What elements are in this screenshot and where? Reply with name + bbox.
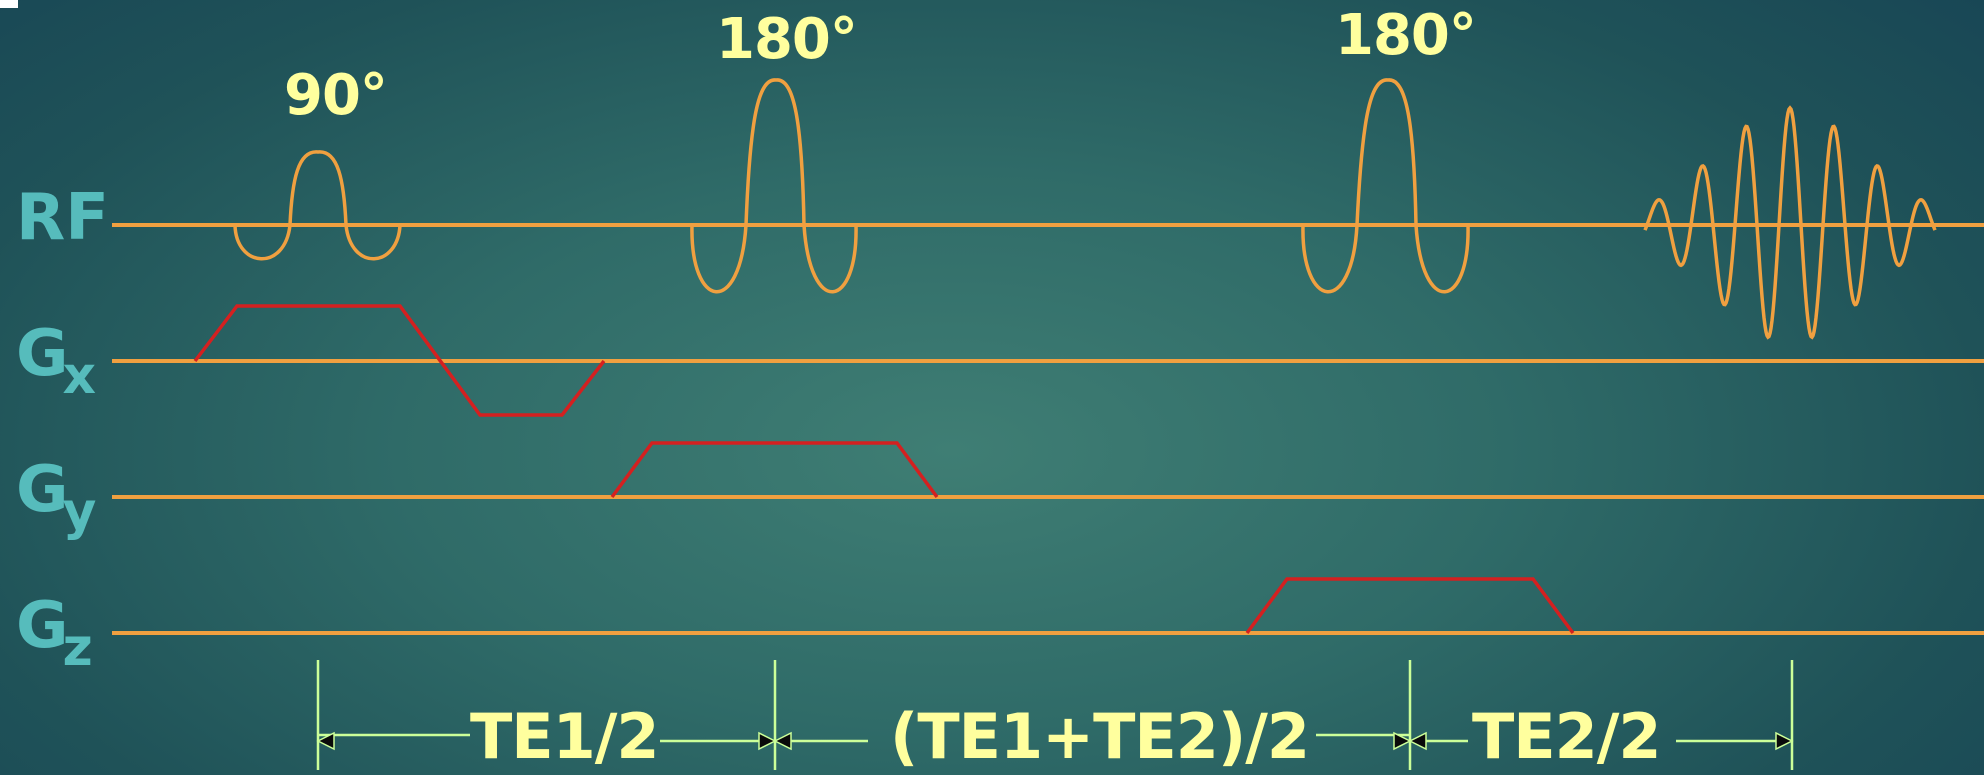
arrowhead-3 xyxy=(773,731,792,751)
arrowhead-4 xyxy=(1393,731,1412,751)
te-mid-label: (TE1+TE2)/2 xyxy=(890,700,1310,773)
arrowhead-1 xyxy=(316,731,335,751)
pulse-label-180-first: 180° xyxy=(716,7,858,72)
rf-pulse-180-first xyxy=(690,78,858,294)
arrowhead-2 xyxy=(758,731,777,751)
arrowhead-5 xyxy=(1408,731,1427,751)
gy-gradient xyxy=(610,441,939,499)
te2-half-label: TE2/2 xyxy=(1472,700,1662,773)
rf-pulse-90 xyxy=(233,150,402,261)
gx-row-label: Gx xyxy=(16,317,97,406)
gy-row-label: Gy xyxy=(16,453,97,542)
pulse-label-90: 90° xyxy=(284,63,388,128)
echo-signal xyxy=(1643,105,1937,340)
gz-gradient xyxy=(1245,577,1575,635)
gx-gradient xyxy=(193,304,606,417)
corner-mark xyxy=(0,0,18,8)
arrowhead-6 xyxy=(1775,731,1794,751)
rf-pulse-180-second xyxy=(1301,78,1470,294)
te1-half-label: TE1/2 xyxy=(470,700,660,773)
pulse-label-180-second: 180° xyxy=(1335,3,1477,68)
rf-row-label: RF xyxy=(16,181,109,255)
gz-row-label: Gz xyxy=(16,589,93,678)
